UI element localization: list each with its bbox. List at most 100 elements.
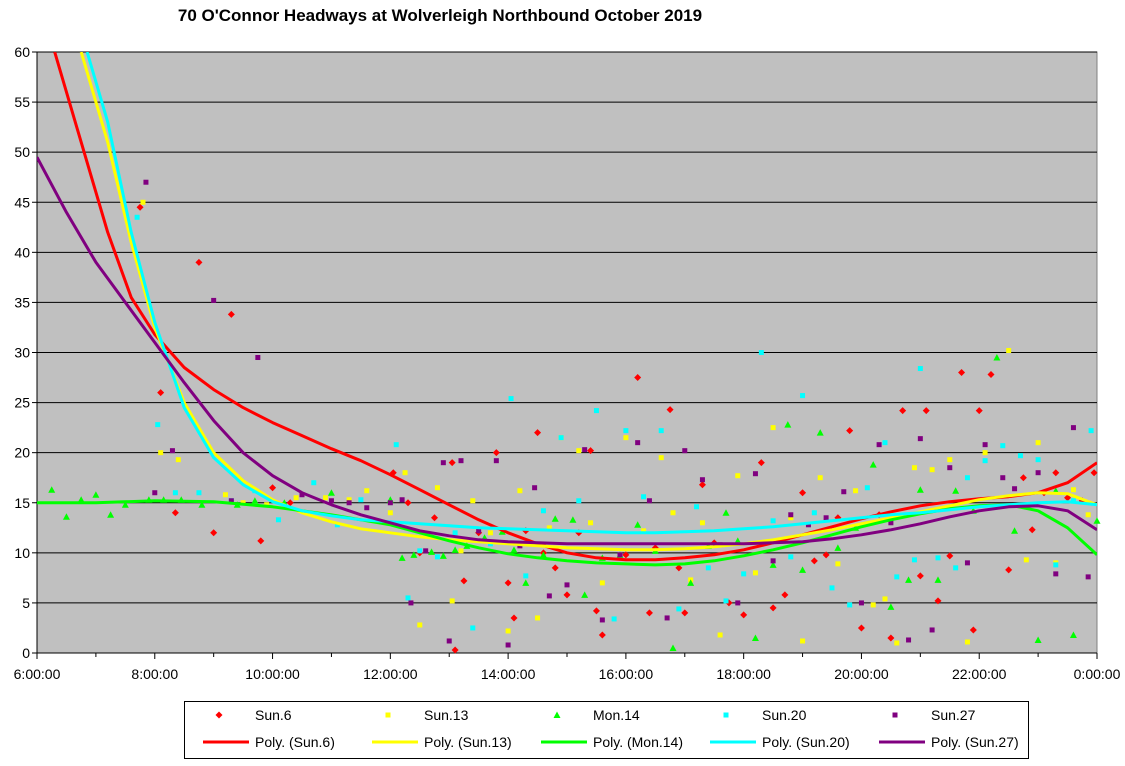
data-point xyxy=(829,585,835,591)
legend-symbol xyxy=(892,712,898,718)
data-point xyxy=(817,475,823,481)
legend-marker xyxy=(553,711,561,718)
data-point xyxy=(417,548,423,554)
data-point xyxy=(404,499,412,507)
legend-label: Sun.27 xyxy=(931,707,976,723)
data-point xyxy=(410,551,418,558)
data-point xyxy=(358,497,364,503)
data-point xyxy=(822,551,830,559)
data-point xyxy=(717,632,723,638)
data-point xyxy=(676,606,682,612)
y-tick-label: 35 xyxy=(14,294,30,310)
data-point xyxy=(598,631,606,639)
data-point xyxy=(788,515,794,521)
data-point xyxy=(664,615,670,621)
data-point xyxy=(493,458,499,464)
data-point xyxy=(769,604,777,612)
legend-label: Poly. (Mon.14) xyxy=(593,734,683,750)
data-point xyxy=(634,521,642,528)
data-point xyxy=(810,557,818,565)
data-point xyxy=(1000,443,1006,449)
data-point xyxy=(835,561,841,567)
data-point xyxy=(452,530,458,536)
y-axis: 0 5 10 15 20 25 30 35 40 45 50 55 60 xyxy=(14,44,38,661)
data-point xyxy=(846,427,854,435)
data-point xyxy=(581,591,589,598)
data-point xyxy=(440,460,446,466)
data-point xyxy=(805,522,811,528)
data-point xyxy=(1070,487,1076,493)
data-point xyxy=(1005,566,1013,574)
data-point xyxy=(222,492,228,498)
data-point xyxy=(770,518,776,524)
data-point xyxy=(993,354,1001,361)
x-tick-label: 20:00:00 xyxy=(834,666,889,682)
legend-label: Mon.14 xyxy=(593,707,640,723)
data-point xyxy=(439,552,447,559)
data-point xyxy=(448,459,456,467)
data-point xyxy=(346,500,352,506)
data-point xyxy=(408,600,414,606)
data-point xyxy=(740,611,748,619)
trendlines xyxy=(37,52,1097,567)
legend-label: Poly. (Sun.20) xyxy=(762,734,850,750)
data-point xyxy=(947,457,953,463)
data-point xyxy=(286,499,294,507)
data-point xyxy=(587,447,595,455)
data-point xyxy=(558,435,564,441)
data-point xyxy=(227,310,235,318)
trendline-poly-sun-27- xyxy=(37,156,1097,546)
data-point xyxy=(669,644,677,651)
data-point xyxy=(1070,425,1076,431)
data-point xyxy=(451,646,459,654)
data-point xyxy=(576,498,582,504)
data-point xyxy=(929,467,935,473)
data-point xyxy=(492,449,500,457)
data-point xyxy=(784,421,792,428)
legend-symbol xyxy=(372,740,418,744)
data-point xyxy=(311,480,317,486)
data-point xyxy=(853,488,859,494)
legend-label: Poly. (Sun.6) xyxy=(255,734,335,750)
data-point xyxy=(894,640,900,646)
y-tick-label: 30 xyxy=(14,345,30,361)
data-point xyxy=(171,509,179,517)
data-point xyxy=(460,577,468,585)
y-tick-label: 10 xyxy=(14,545,30,561)
data-point xyxy=(911,465,917,471)
data-point xyxy=(705,565,711,571)
data-point xyxy=(62,513,70,520)
data-point xyxy=(134,214,140,220)
data-point xyxy=(734,537,742,544)
trendline-poly-sun-20- xyxy=(85,52,1097,535)
data-point xyxy=(328,498,334,504)
data-point xyxy=(799,566,807,573)
data-point xyxy=(535,615,541,621)
data-point xyxy=(905,576,913,583)
data-point xyxy=(698,481,706,489)
data-point xyxy=(935,555,941,561)
data-point xyxy=(882,596,888,602)
data-point xyxy=(682,448,688,454)
data-point xyxy=(1028,526,1036,534)
data-point xyxy=(1035,470,1041,476)
data-point xyxy=(599,580,605,586)
data-point xyxy=(899,407,907,415)
data-point xyxy=(505,642,511,648)
data-point xyxy=(858,600,864,606)
data-point xyxy=(275,517,281,523)
data-point xyxy=(593,408,599,414)
data-point xyxy=(551,515,559,522)
data-point xyxy=(934,597,942,605)
data-point xyxy=(751,634,759,641)
data-point xyxy=(136,203,144,211)
data-point xyxy=(982,458,988,464)
data-point xyxy=(569,516,577,523)
data-point xyxy=(505,628,511,634)
data-point xyxy=(487,530,493,536)
data-point xyxy=(617,552,623,558)
data-point xyxy=(757,459,765,467)
data-point xyxy=(522,579,530,586)
data-point xyxy=(1034,636,1042,643)
data-point xyxy=(140,199,146,205)
